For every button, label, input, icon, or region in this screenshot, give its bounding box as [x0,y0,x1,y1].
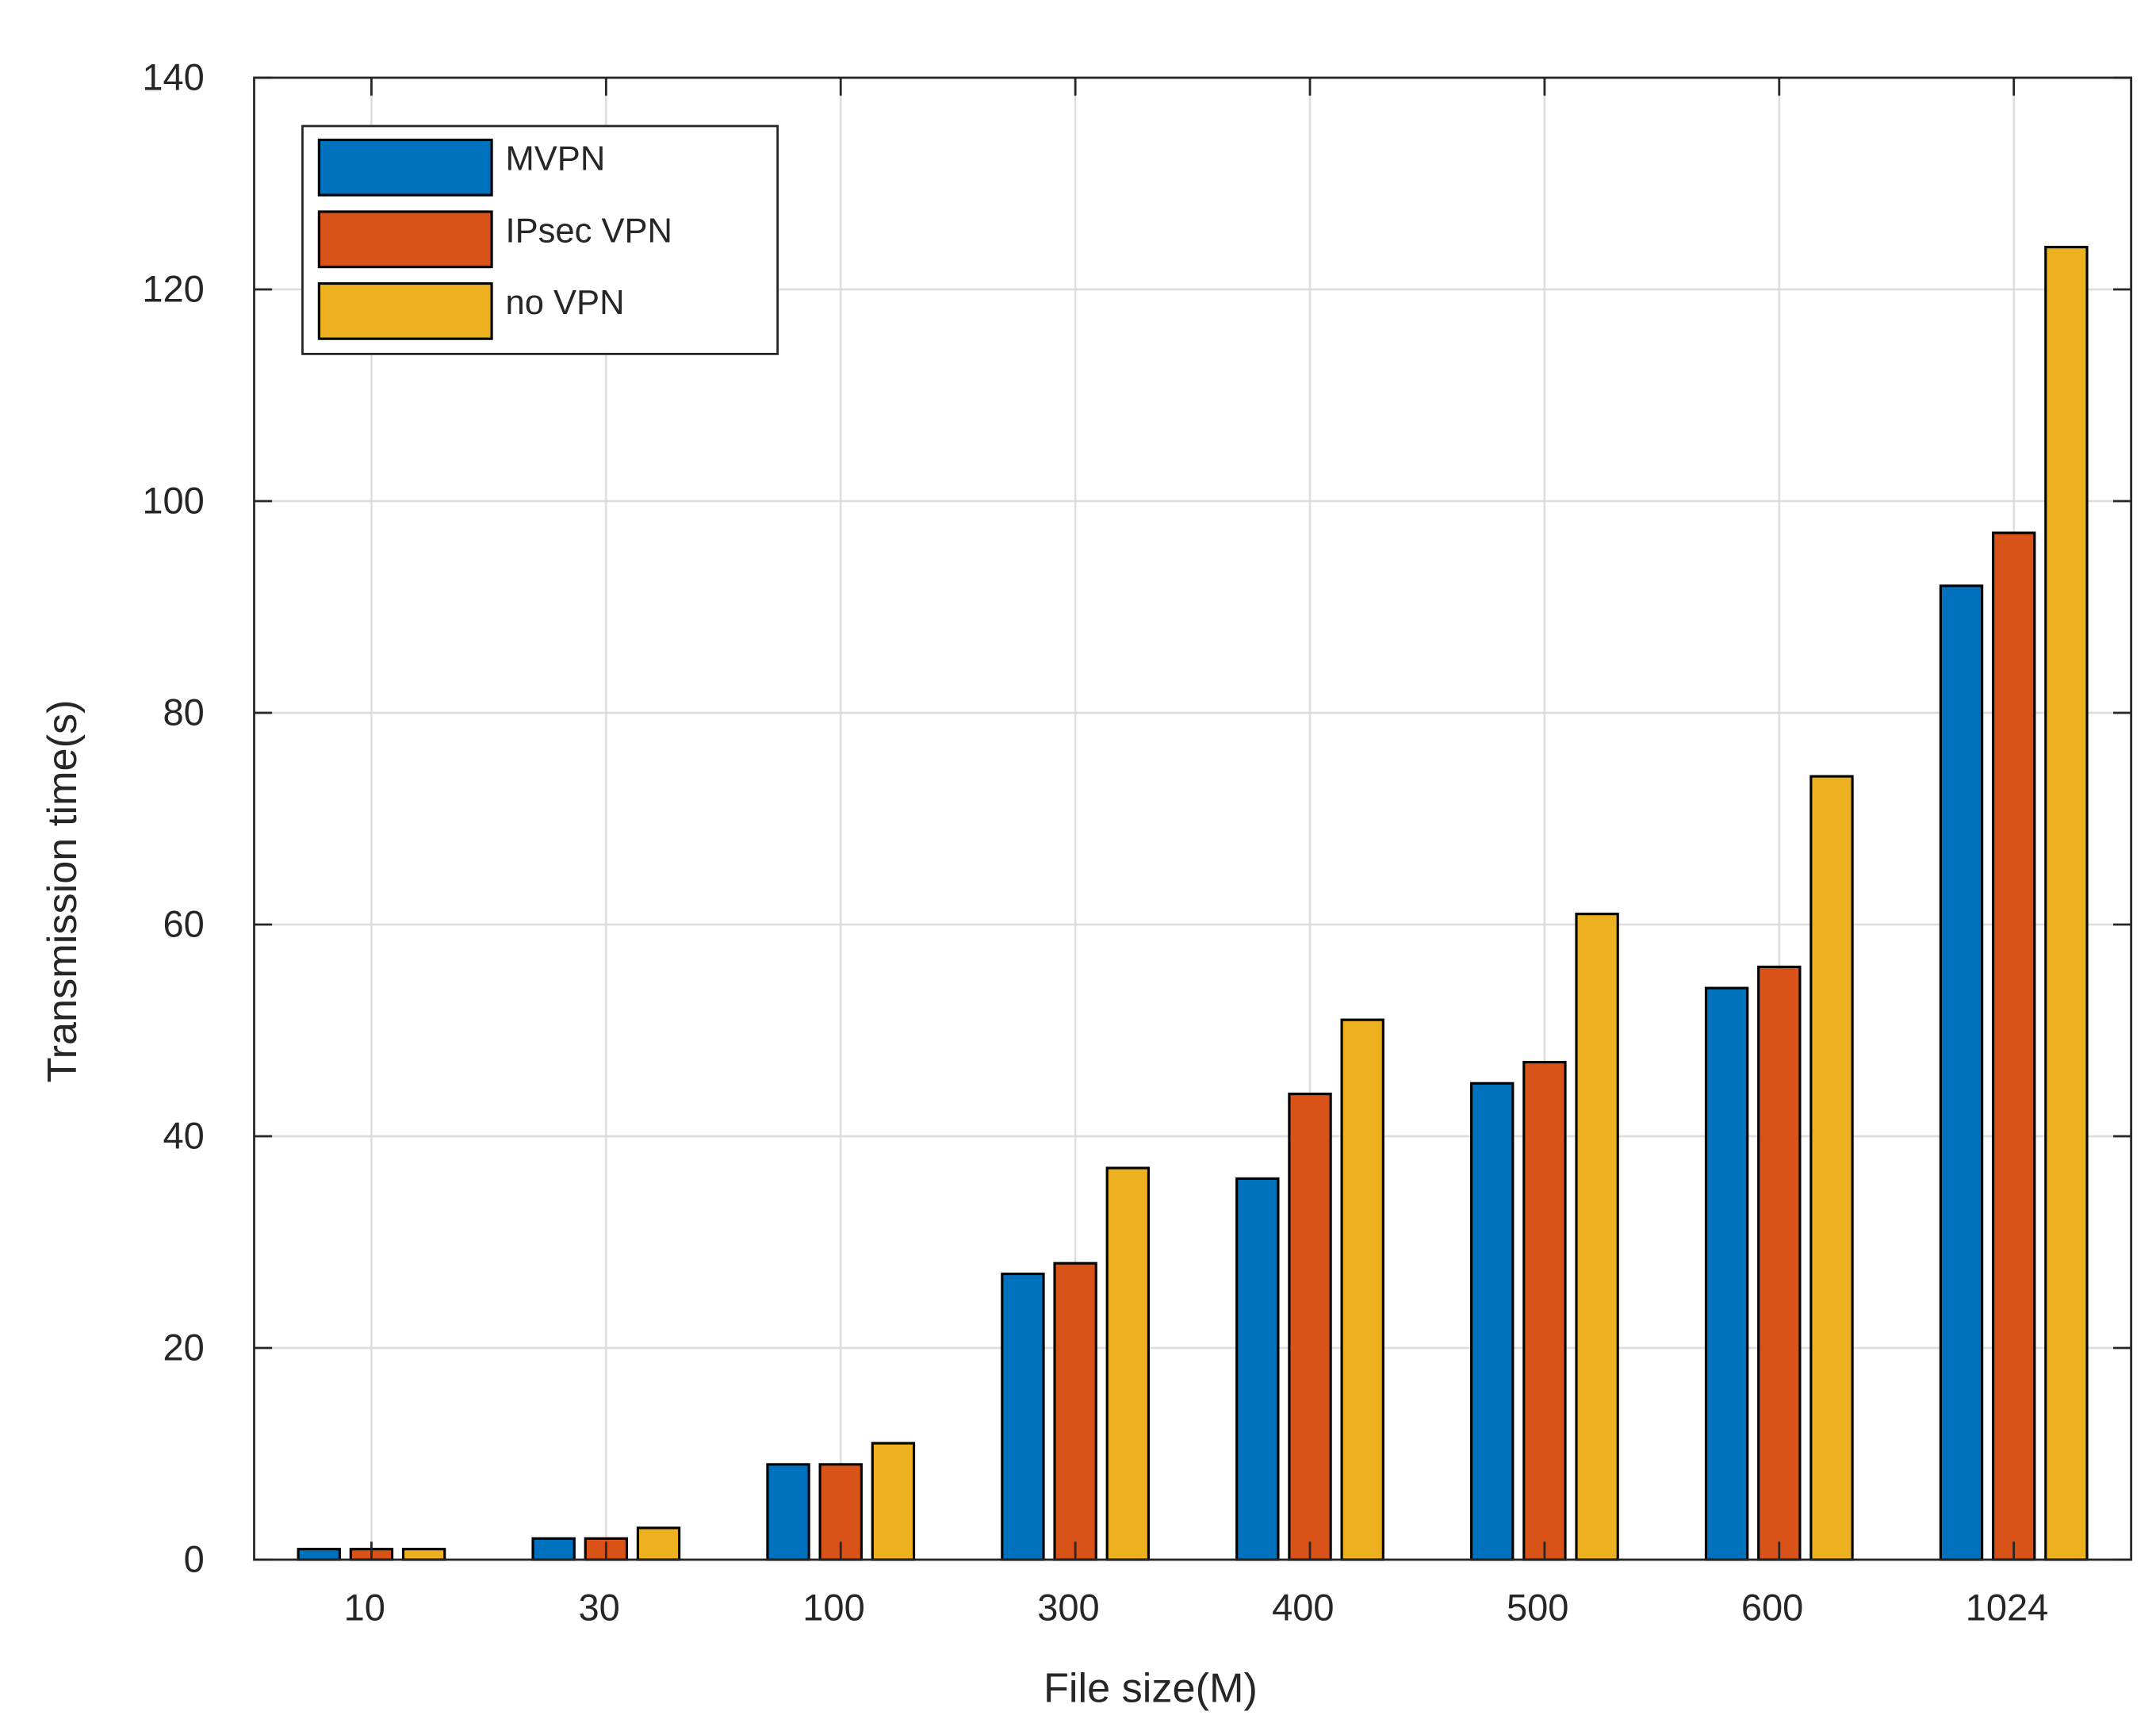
bar-no-vpn-30 [636,1526,681,1561]
bar-no-vpn-500 [1575,913,1619,1561]
y-tick-label: 120 [142,268,204,310]
y-tick-label: 0 [184,1538,205,1580]
bar-ipsec-vpn-400 [1288,1093,1332,1561]
legend-label: no VPN [506,284,625,322]
ticks: 0 20 40 60 80 100 120 140 10 30 100 300 400 500 600 102… [142,56,2131,1629]
x-tick-label: 600 [1741,1587,1803,1629]
x-axis-label: File size(M) [1044,1665,1258,1711]
y-tick-label: 20 [163,1327,204,1369]
bar-no-vpn-300 [1105,1166,1151,1561]
bar-ipsec-vpn-1024 [1992,531,2036,1561]
legend-label: MVPN [506,140,606,178]
legend-swatch [317,138,493,197]
bar-no-vpn-600 [1809,775,1854,1561]
bar-no-vpn-100 [871,1442,916,1561]
bar-mvpn-500 [1470,1082,1515,1561]
x-tick-label: 100 [802,1587,864,1629]
bar-mvpn-300 [1001,1272,1045,1561]
bar-no-vpn-400 [1340,1018,1384,1561]
x-tick-label: 30 [578,1587,619,1629]
legend-swatch [317,281,493,340]
y-axis-label: Transmission time(s) [40,700,86,1083]
plot-frame [253,76,2133,1561]
x-tick-label: 400 [1272,1587,1334,1629]
bar-mvpn-600 [1704,986,1749,1561]
bar-mvpn-10 [297,1548,341,1561]
legend-swatch [317,210,493,269]
bar-ipsec-vpn-600 [1757,965,1802,1561]
x-tick-label: 10 [344,1587,385,1629]
x-tick-label: 300 [1037,1587,1099,1629]
bar-no-vpn-10 [401,1548,446,1561]
y-tick-label: 60 [163,903,204,945]
bar-mvpn-100 [766,1463,810,1561]
y-tick-label: 140 [142,56,204,98]
y-tick-label: 100 [142,480,204,522]
bar-mvpn-1024 [1939,584,1984,1561]
bar-no-vpn-1024 [2044,246,2089,1561]
legend-label: IPsec VPN [506,212,672,250]
bar-mvpn-30 [531,1537,576,1561]
legend: MVPN IPsec VPN no VPN [301,124,779,355]
bars [297,246,2089,1561]
x-tick-label: 1024 [1966,1587,2049,1629]
bar-ipsec-vpn-500 [1522,1060,1567,1561]
x-tick-label: 500 [1507,1587,1568,1629]
y-tick-label: 40 [163,1115,204,1157]
bar-ipsec-vpn-300 [1053,1262,1097,1561]
y-tick-label: 80 [163,691,204,733]
bar-mvpn-400 [1235,1177,1280,1561]
